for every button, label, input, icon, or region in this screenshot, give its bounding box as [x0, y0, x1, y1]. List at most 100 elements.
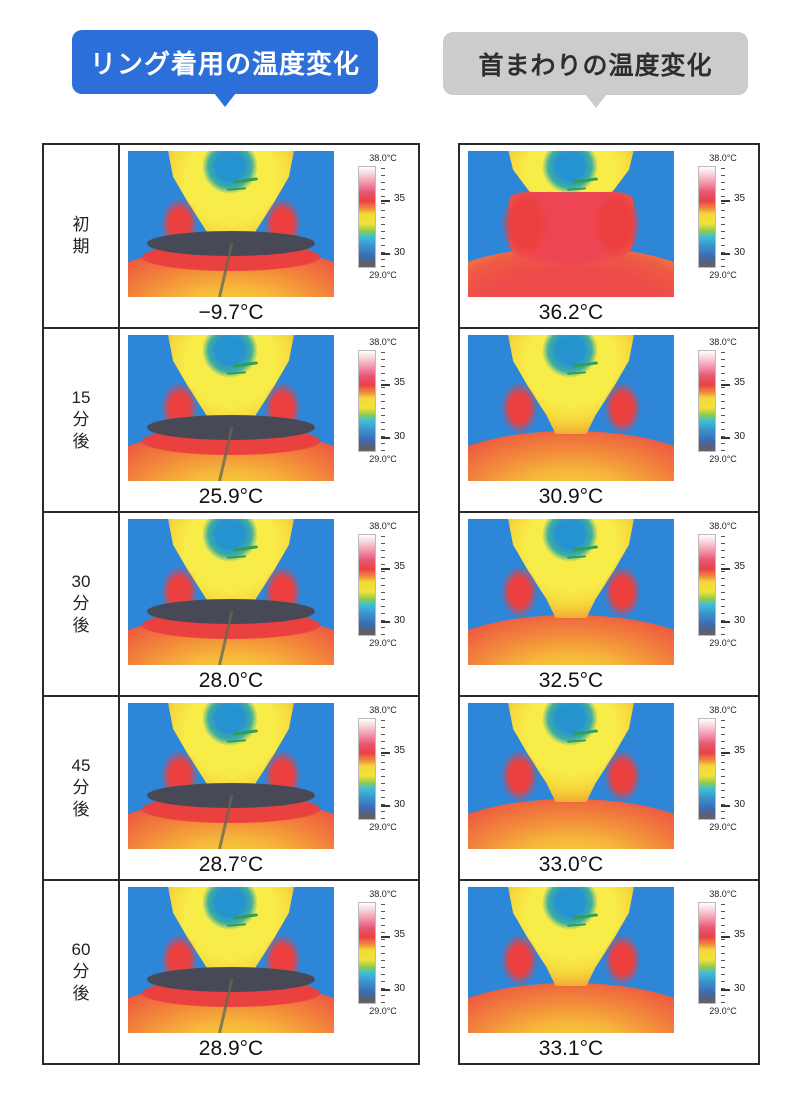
colorbar-body: 35 30 [690, 534, 756, 636]
colorbar: 38.0°C 35 30 29.0°C [350, 889, 416, 1039]
thermal-warm-spot-left [500, 565, 539, 619]
left-table: 初期 38.0°C 35 30 29.0°C −9.7°C 15 分 [42, 143, 420, 1065]
colorbar-min-label: 29.0°C [709, 822, 737, 832]
temperature-reading: 28.9°C [198, 1037, 264, 1060]
colorbar-body: 35 30 [350, 718, 416, 820]
colorbar-ticks [721, 904, 730, 1004]
right-table-row: 38.0°C 35 30 29.0°C 36.2°C [460, 145, 758, 329]
thermal-warm-spot-right [603, 933, 642, 987]
colorbar: 38.0°C 35 30 29.0°C [690, 705, 756, 855]
temperature-reading: 32.5°C [538, 669, 604, 692]
colorbar-body: 35 30 [350, 534, 416, 636]
thermal-cell: 38.0°C 35 30 29.0°C 33.0°C [460, 697, 758, 879]
thermal-image [468, 519, 674, 665]
colorbar-tick-label-35: 35 [394, 928, 406, 940]
colorbar-max-label: 38.0°C [369, 337, 397, 347]
colorbar-tick-label-30: 30 [734, 246, 746, 258]
colorbar: 38.0°C 35 30 29.0°C [350, 337, 416, 487]
colorbar-gradient [698, 350, 716, 452]
header-neck-temperature-label: 首まわりの温度変化 [478, 51, 713, 80]
right-table-row: 38.0°C 35 30 29.0°C 33.0°C [460, 697, 758, 881]
colorbar-max-label: 38.0°C [369, 521, 397, 531]
thermal-image [128, 703, 334, 849]
header-ring-temperature-label: リング着用の温度変化 [89, 48, 360, 79]
colorbar-tick-label-30: 30 [734, 614, 746, 626]
thermal-warm-spot-right [603, 749, 642, 803]
header-neck-temperature: 首まわりの温度変化 [443, 32, 748, 95]
colorbar-min-label: 29.0°C [369, 270, 397, 280]
colorbar-body: 35 30 [690, 350, 756, 452]
colorbar-min-label: 29.0°C [709, 454, 737, 464]
thermal-cell: 38.0°C 35 30 29.0°C 33.1°C [460, 881, 758, 1063]
colorbar-min-label: 29.0°C [709, 638, 737, 648]
colorbar-ticks [721, 536, 730, 636]
colorbar-gradient [358, 902, 376, 1004]
temperature-reading: 30.9°C [538, 485, 604, 508]
colorbar-max-label: 38.0°C [369, 153, 397, 163]
colorbar-tick-label-35: 35 [734, 744, 746, 756]
row-label: 15 分後 [71, 387, 91, 452]
row-label: 30 分後 [71, 571, 91, 636]
colorbar-ticks [721, 352, 730, 452]
colorbar-tick-label-35: 35 [394, 560, 406, 572]
row-label-cell: 15 分後 [44, 329, 120, 511]
colorbar-gradient [698, 534, 716, 636]
left-table-row: 45 分後 38.0°C 35 30 29.0°C 28.7°C [44, 697, 418, 881]
colorbar-gradient [358, 350, 376, 452]
colorbar-ticks [381, 904, 390, 1004]
colorbar-ticks [381, 352, 390, 452]
header-ring-temperature: リング着用の温度変化 [72, 30, 378, 94]
colorbar-min-label: 29.0°C [369, 1006, 397, 1016]
thermal-image [468, 703, 674, 849]
colorbar: 38.0°C 35 30 29.0°C [690, 153, 756, 303]
right-table-row: 38.0°C 35 30 29.0°C 33.1°C [460, 881, 758, 1063]
colorbar-max-label: 38.0°C [709, 153, 737, 163]
colorbar-tick-label-35: 35 [734, 192, 746, 204]
thermal-cell: 38.0°C 35 30 29.0°C 28.0°C [120, 513, 418, 695]
colorbar-max-label: 38.0°C [369, 889, 397, 899]
thermal-cell: 38.0°C 35 30 29.0°C 36.2°C [460, 145, 758, 327]
temperature-reading: 28.0°C [198, 669, 264, 692]
colorbar: 38.0°C 35 30 29.0°C [350, 153, 416, 303]
colorbar-max-label: 38.0°C [709, 337, 737, 347]
row-label: 初期 [72, 214, 90, 256]
colorbar-tick-label-30: 30 [734, 430, 746, 442]
thermal-shoulders [468, 615, 674, 665]
colorbar-body: 35 30 [350, 902, 416, 1004]
thermal-cell: 38.0°C 35 30 29.0°C −9.7°C [120, 145, 418, 327]
colorbar-body: 35 30 [690, 718, 756, 820]
colorbar-body: 35 30 [690, 166, 756, 268]
row-label: 45 分後 [71, 755, 91, 820]
temperature-reading: 33.1°C [538, 1037, 604, 1060]
colorbar-body: 35 30 [690, 902, 756, 1004]
colorbar-ticks [381, 720, 390, 820]
colorbar-gradient [698, 902, 716, 1004]
thermal-cell: 38.0°C 35 30 29.0°C 28.7°C [120, 697, 418, 879]
colorbar-gradient [358, 718, 376, 820]
thermal-image [468, 887, 674, 1033]
thermal-warm-spot-right [603, 565, 642, 619]
left-table-row: 15 分後 38.0°C 35 30 29.0°C 25.9°C [44, 329, 418, 513]
right-table: 38.0°C 35 30 29.0°C 36.2°C 38.0° [458, 143, 760, 1065]
colorbar-tick-label-30: 30 [394, 246, 406, 258]
colorbar-tick-label-35: 35 [734, 376, 746, 388]
colorbar-max-label: 38.0°C [709, 521, 737, 531]
thermal-shoulders [468, 799, 674, 849]
row-label-cell: 45 分後 [44, 697, 120, 879]
colorbar-tick-label-35: 35 [394, 376, 406, 388]
thermal-shoulders [468, 431, 674, 481]
colorbar-min-label: 29.0°C [369, 822, 397, 832]
colorbar-body: 35 30 [350, 166, 416, 268]
thermal-image [128, 335, 334, 481]
colorbar-tick-label-30: 30 [394, 798, 406, 810]
thermal-image [128, 519, 334, 665]
left-table-row: 初期 38.0°C 35 30 29.0°C −9.7°C [44, 145, 418, 329]
colorbar-min-label: 29.0°C [709, 270, 737, 280]
thermal-warm-spot-left [500, 749, 539, 803]
colorbar: 38.0°C 35 30 29.0°C [350, 705, 416, 855]
colorbar-tick-label-30: 30 [394, 430, 406, 442]
row-label: 60 分後 [71, 939, 91, 1004]
colorbar-ticks [721, 720, 730, 820]
thermal-warm-spot-right [603, 381, 642, 435]
